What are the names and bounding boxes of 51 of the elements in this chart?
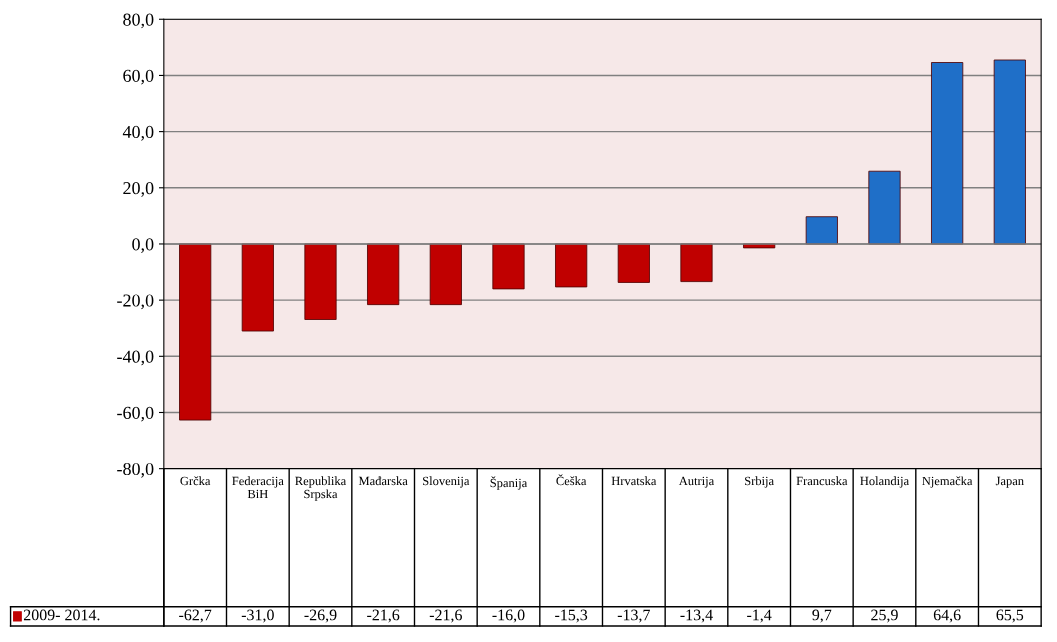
y-tick-label: -80,0 [117,462,154,478]
x-tick-label: Španija [490,476,528,490]
bar [492,243,525,290]
x-tick-label: Holandija [860,476,909,488]
bar [304,243,337,320]
bar [993,59,1026,245]
bar [931,62,964,245]
y-tick-label: -40,0 [117,350,154,366]
data-label: -31,0 [241,609,274,623]
x-tick-label: Autrija [678,476,715,488]
bar [179,243,212,421]
data-label: -26,9 [304,609,337,623]
legend-label: 2009- 2014. [23,609,100,621]
x-tick-label: Hrvatska [611,476,657,486]
data-label: 9,7 [812,609,832,623]
x-tick-label: Češka [556,474,587,486]
data-label: -21,6 [429,609,462,623]
data-label: -62,7 [179,609,212,623]
y-tick-label: 20,0 [123,182,154,197]
y-tick-label: 40,0 [122,125,154,141]
x-tick-label: Japan [995,476,1024,488]
x-tick-label: Slovenija [423,476,470,488]
y-tick-label: -20,0 [117,294,154,310]
data-label: -1,4 [747,609,772,623]
data-label: -15,3 [555,609,588,623]
data-label: -21,6 [367,609,400,623]
bar [429,243,462,306]
bar [805,216,838,245]
x-tick-label: Francuska [796,476,848,486]
y-tick-label: 80,0 [123,13,154,29]
bar [555,243,588,288]
x-tick-label: Mađarska [358,476,408,486]
data-label: 64,6 [933,609,961,623]
x-tick-label: Srbija [745,476,774,488]
y-tick-label: 60,0 [123,69,154,85]
x-tick-label: Grčka [180,476,211,486]
y-tick-label: -60,0 [117,406,154,422]
bar [680,243,713,283]
data-label: -13,4 [680,609,713,623]
bar [617,243,650,283]
bar [367,243,400,306]
x-tick-label: Federacija BiH [232,476,284,499]
data-label: 65,5 [996,609,1024,623]
bar [241,243,274,332]
data-label: -13,7 [617,609,650,623]
x-tick-label: Republika Srpska [295,476,347,501]
data-label: 25,9 [871,609,898,623]
x-tick-label: Njemačka [922,476,973,488]
bar [868,170,901,245]
data-label: -16,0 [492,609,525,623]
y-tick-label: 0,0 [132,238,154,253]
